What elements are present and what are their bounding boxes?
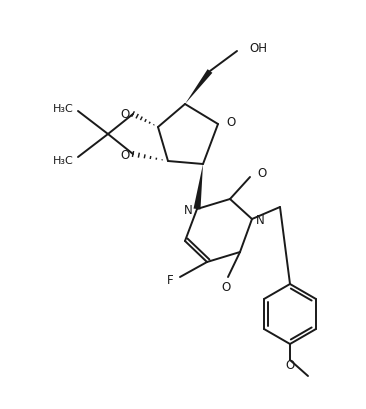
Text: O: O [121,107,130,120]
Text: F: F [167,273,173,286]
Text: O: O [221,281,231,294]
Text: O: O [226,116,235,129]
Text: O: O [121,149,130,162]
Text: OH: OH [249,41,267,54]
Text: H₃C: H₃C [53,155,74,166]
Text: N: N [256,214,265,227]
Text: H₃C: H₃C [53,104,74,114]
Text: O: O [285,359,295,372]
Polygon shape [185,70,212,105]
Text: N: N [184,204,193,217]
Text: O: O [257,167,266,180]
Polygon shape [194,164,203,210]
